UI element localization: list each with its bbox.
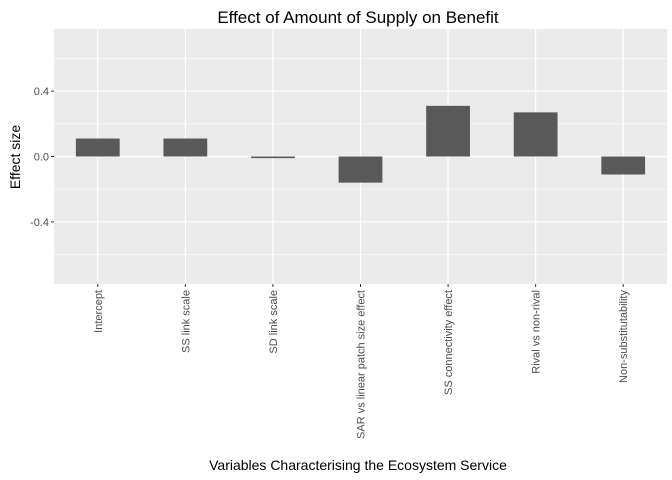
y-axis-ticks: -0.4 0.0 0.4: [30, 86, 54, 229]
x-tick-label: Intercept: [93, 290, 105, 333]
y-tick-label: 0.4: [34, 86, 49, 98]
bar-4: [426, 105, 470, 157]
x-tick-label: SS connectivity effect: [443, 290, 455, 395]
bar-6: [601, 156, 646, 175]
bar-3: [338, 156, 383, 183]
x-axis-title: Variables Characterising the Ecosystem S…: [209, 457, 507, 473]
x-tick-label: Non-substitutability: [618, 290, 630, 383]
x-tick-label: SD link scale: [268, 290, 280, 354]
bar-2: [251, 156, 295, 159]
x-tick-label: Rival vs non-rival: [531, 290, 543, 374]
bars: [75, 105, 646, 183]
bar-0: [75, 138, 120, 157]
bar-5: [513, 112, 558, 157]
y-tick-label: -0.4: [30, 217, 49, 229]
x-tick-label: SAR vs linear patch size effect: [356, 290, 368, 439]
bar-1: [163, 138, 208, 157]
x-tick-label: SS link scale: [180, 290, 192, 353]
x-axis-ticks: Intercept SS link scale SD link scale SAR v…: [93, 284, 630, 439]
y-tick-label: 0.0: [34, 152, 49, 164]
chart-title: Effect of Amount of Supply on Benefit: [217, 8, 499, 27]
y-axis-title: Effect size: [7, 125, 23, 190]
